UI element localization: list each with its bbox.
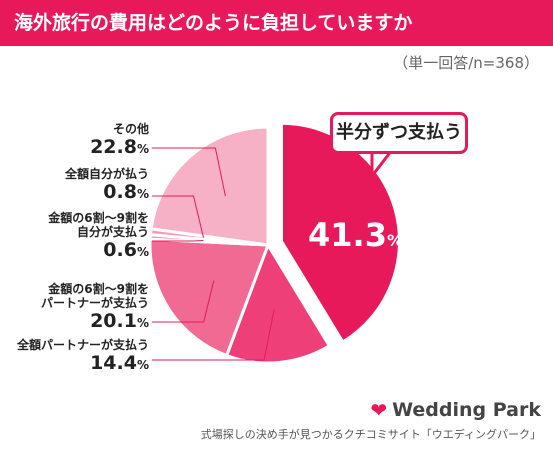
label-partner-all-value: 14.4	[90, 352, 137, 374]
sample-size-note: （単一回答/n=368）	[393, 54, 539, 72]
label-other: その他 22.8%	[90, 122, 149, 158]
slice-partner-6-9-leader-line	[152, 280, 215, 323]
heart-icon: ❤	[370, 398, 388, 422]
label-self-all-name: 全額自分が払う	[64, 167, 149, 181]
label-partner-6-9-value: 20.1	[90, 310, 137, 332]
label-other-name: その他	[112, 122, 149, 136]
slice-other	[149, 125, 270, 247]
label-other-value: 22.8	[90, 136, 137, 158]
label-self-all-value: 0.8	[103, 181, 137, 203]
slice-value-half: 41.3%	[308, 216, 403, 254]
percent-sign: %	[136, 187, 149, 201]
label-self-all: 全額自分が払う 0.8%	[65, 167, 149, 203]
label-partner-6-9: 金額の6割〜9割を パートナーが支払う 20.1%	[41, 282, 149, 332]
slice-half	[279, 121, 401, 345]
label-partner-all-name: 全額パートナーが支払う	[16, 338, 149, 352]
label-self-6-9-value: 0.6	[103, 239, 137, 261]
percent-sign: %	[136, 358, 149, 372]
percent-sign: %	[386, 231, 403, 250]
page-title: 海外旅行の費用はどのように負担していますか	[0, 0, 553, 46]
percent-sign: %	[136, 142, 149, 156]
label-self-6-9-name-2: 自分が支払う	[76, 225, 149, 239]
brand-logo-text: Wedding Park	[392, 399, 541, 421]
slice-partner-all	[224, 241, 332, 365]
label-self-6-9: 金額の6割〜9割を 自分が支払う 0.6%	[48, 211, 149, 261]
percent-sign: %	[136, 316, 149, 330]
slice-value-half-number: 41.3	[308, 216, 387, 254]
label-partner-6-9-name-1: 金額の6割〜9割を	[48, 282, 149, 296]
brand-logo[interactable]: ❤ Wedding Park	[370, 398, 541, 422]
label-self-6-9-name-1: 金額の6割〜9割を	[48, 211, 149, 225]
label-partner-6-9-name-2: パートナーが支払う	[40, 296, 149, 310]
callout-box: 半分ずつ支払う	[330, 112, 468, 154]
percent-sign: %	[136, 245, 149, 259]
slice-partner-all-leader-line	[152, 309, 275, 361]
slice-other-leader-line	[152, 147, 226, 197]
slice-partner-6-9	[148, 237, 271, 358]
label-partner-all: 全額パートナーが支払う 14.4%	[17, 338, 149, 374]
footer-tagline: 式場探しの決め手が見つかるクチコミサイト「ウエディングパーク」	[200, 428, 541, 441]
slice-self-all-leader-line	[152, 195, 205, 238]
